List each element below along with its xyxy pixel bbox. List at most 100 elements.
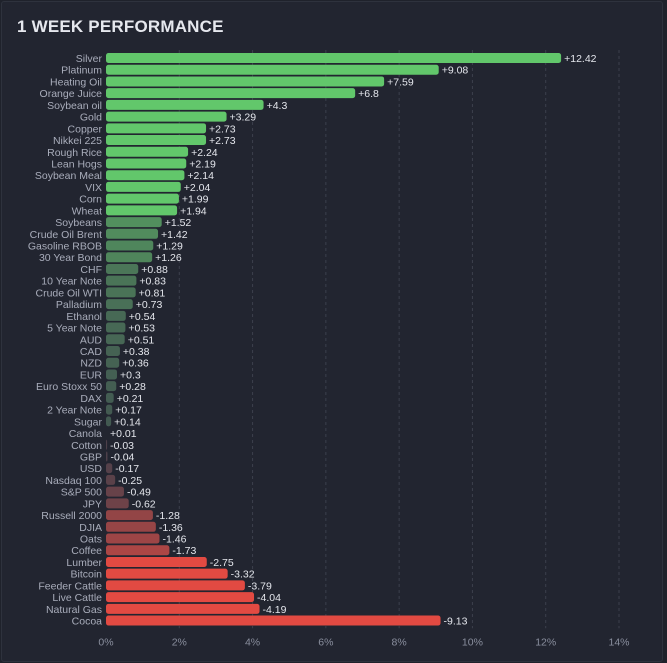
value-label: -0.17: [115, 463, 139, 475]
bar: [106, 521, 156, 532]
value-label: +1.99: [182, 194, 209, 206]
bar: [106, 310, 126, 321]
category-label: Platinum: [61, 65, 102, 77]
bar: [106, 439, 108, 450]
value-label: +0.38: [123, 346, 150, 358]
value-label: -0.03: [110, 440, 134, 452]
category-label: Rough Rice: [47, 147, 102, 159]
value-label: +0.53: [128, 323, 155, 335]
bar: [106, 556, 207, 567]
category-label: Canola: [69, 428, 102, 440]
bar: [106, 205, 178, 216]
category-label: Ethanol: [66, 311, 102, 323]
bar: [106, 346, 120, 356]
category-label: Russell 2000: [41, 510, 102, 522]
category-label: Coffee: [71, 545, 102, 557]
category-label: EUR: [80, 369, 103, 381]
category-label: Feeder Cattle: [38, 580, 102, 592]
value-label: +2.24: [191, 147, 218, 159]
bar: [106, 111, 227, 122]
category-label: Natural Gas: [46, 604, 102, 616]
bar: [106, 287, 136, 298]
category-label: DAX: [80, 393, 102, 405]
value-label: +0.01: [110, 428, 137, 440]
bar: [106, 603, 260, 614]
bar: [106, 123, 207, 134]
category-label: Copper: [68, 123, 103, 135]
category-label: 2 Year Note: [47, 405, 102, 417]
value-label: -4.04: [257, 592, 281, 604]
category-label: Cocoa: [72, 616, 103, 628]
category-label: Nasdaq 100: [45, 475, 102, 487]
category-label: Soybean Meal: [35, 170, 102, 182]
bar: [106, 193, 179, 204]
category-label: Live Cattle: [52, 592, 102, 604]
bar: [106, 252, 153, 263]
category-label: Crude Oil Brent: [30, 229, 102, 241]
value-label: +0.36: [122, 358, 149, 370]
x-tick-label: 10%: [462, 636, 483, 648]
value-label: +0.14: [114, 416, 141, 428]
value-label: +0.54: [129, 311, 156, 323]
value-label: -0.25: [118, 475, 142, 487]
value-label: +12.42: [564, 53, 597, 65]
value-label: -3.79: [248, 580, 272, 592]
category-label: Orange Juice: [40, 88, 103, 100]
bar: [106, 240, 154, 251]
bar: [106, 474, 116, 485]
bar: [106, 275, 137, 286]
value-label: -0.62: [132, 498, 156, 510]
category-label: S&P 500: [61, 487, 102, 499]
category-label: Euro Stoxx 50: [36, 381, 102, 393]
value-label: -1.46: [162, 534, 186, 546]
value-label: -1.28: [156, 510, 180, 522]
category-label: Oats: [80, 534, 102, 546]
value-label: +6.8: [358, 88, 379, 100]
category-label: Gasoline RBOB: [28, 241, 102, 253]
value-label: -4.19: [263, 604, 287, 616]
category-label: NZD: [80, 358, 102, 370]
bar: [106, 217, 162, 228]
value-label: -0.04: [110, 451, 134, 463]
value-label: +1.26: [155, 252, 182, 264]
bar: [106, 322, 126, 333]
x-tick-label: 12%: [535, 636, 556, 648]
category-label: Crude Oil WTI: [35, 287, 102, 299]
category-label: DJIA: [79, 522, 102, 534]
value-label: +0.81: [139, 287, 166, 299]
category-label: 5 Year Note: [47, 323, 102, 335]
category-label: Bitcoin: [70, 569, 102, 581]
category-label: Gold: [80, 112, 102, 124]
value-label: +0.21: [117, 393, 144, 405]
category-label: CAD: [80, 346, 103, 358]
bar: [106, 181, 181, 192]
bar: [106, 158, 187, 169]
category-label: Corn: [79, 194, 102, 206]
x-tick-label: 4%: [245, 636, 260, 648]
value-label: +0.88: [141, 264, 168, 276]
value-label: +0.28: [119, 381, 146, 393]
category-label: Cotton: [71, 440, 102, 452]
value-label: +2.14: [187, 170, 214, 182]
category-label: AUD: [80, 334, 103, 346]
bar: [106, 299, 133, 310]
category-label: Soybean oil: [47, 100, 102, 112]
category-label: Lumber: [66, 557, 102, 569]
value-label: -1.73: [172, 545, 196, 557]
value-label: +2.73: [209, 135, 236, 147]
bar: [106, 76, 385, 87]
value-label: +0.17: [115, 405, 142, 417]
value-label: +0.73: [136, 299, 163, 311]
category-label: USD: [80, 463, 103, 475]
value-label: +0.51: [128, 334, 155, 346]
category-label: Lean Hogs: [51, 158, 102, 170]
x-tick-label: 2%: [172, 636, 187, 648]
bar: [106, 392, 114, 403]
category-label: Heating Oil: [50, 76, 102, 88]
value-label: +9.08: [442, 65, 469, 77]
category-label: JPY: [83, 498, 102, 510]
x-tick-label: 6%: [318, 636, 333, 648]
bar: [106, 381, 117, 392]
bar: [106, 533, 160, 544]
